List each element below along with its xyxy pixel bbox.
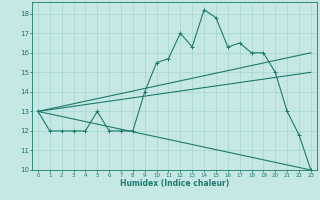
X-axis label: Humidex (Indice chaleur): Humidex (Indice chaleur): [120, 179, 229, 188]
